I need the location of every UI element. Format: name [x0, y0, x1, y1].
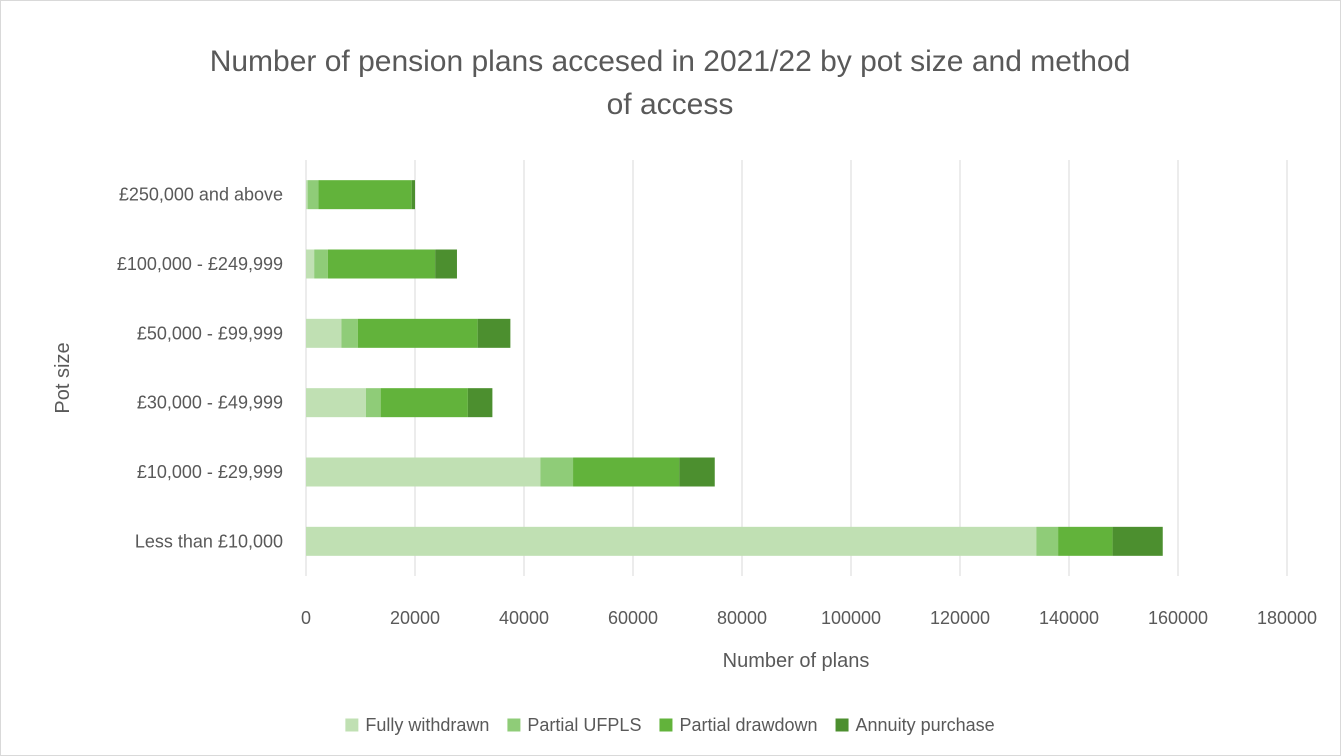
legend-swatch — [507, 719, 520, 732]
x-tick-label: 80000 — [717, 608, 767, 628]
bar-segment — [358, 319, 478, 348]
bar-segment — [1036, 527, 1058, 556]
legend-swatch — [836, 719, 849, 732]
bar-segment — [478, 319, 511, 348]
bar-segment — [306, 319, 341, 348]
x-tick-label: 20000 — [390, 608, 440, 628]
bar-segment — [314, 250, 328, 279]
category-label: £50,000 - £99,999 — [137, 323, 283, 343]
x-tick-label: 100000 — [821, 608, 881, 628]
x-tick-label: 60000 — [608, 608, 658, 628]
x-tick-label: 160000 — [1148, 608, 1208, 628]
legend-label: Annuity purchase — [856, 715, 995, 735]
x-axis-title: Number of plans — [723, 650, 870, 672]
bar-segment — [679, 458, 714, 487]
category-label: £100,000 - £249,999 — [117, 254, 283, 274]
bar-segment — [306, 388, 366, 417]
bar-segment — [540, 458, 573, 487]
legend-label: Fully withdrawn — [365, 715, 489, 735]
bar-segment — [1113, 527, 1163, 556]
bar-segment — [306, 458, 540, 487]
legend-swatch — [345, 719, 358, 732]
category-label: Less than £10,000 — [135, 531, 283, 551]
bar-segment — [468, 388, 493, 417]
legend-label: Partial UFPLS — [527, 715, 641, 735]
bar-segment — [306, 527, 1036, 556]
legend-label: Partial drawdown — [679, 715, 817, 735]
bar-segment — [319, 180, 412, 209]
bar-segment — [366, 388, 381, 417]
bar-segment — [306, 250, 314, 279]
bar-segment — [306, 180, 308, 209]
x-tick-label: 0 — [301, 608, 311, 628]
category-label: £30,000 - £49,999 — [137, 393, 283, 413]
x-tick-label: 120000 — [930, 608, 990, 628]
legend-swatch — [659, 719, 672, 732]
chart-title-line-1: Number of pension plans accesed in 2021/… — [210, 45, 1131, 78]
x-tick-label: 140000 — [1039, 608, 1099, 628]
x-tick-label: 180000 — [1257, 608, 1317, 628]
category-label: £250,000 and above — [119, 185, 283, 205]
chart-title-line-2: of access — [607, 88, 734, 121]
x-tick-label: 40000 — [499, 608, 549, 628]
bar-segment — [381, 388, 468, 417]
bar-segment — [341, 319, 357, 348]
bar-segment — [1058, 527, 1113, 556]
bar-segment — [573, 458, 679, 487]
bar-segment — [308, 180, 319, 209]
bar-segment — [435, 250, 457, 279]
y-axis-title: Pot size — [52, 342, 74, 413]
bar-segment — [328, 250, 435, 279]
category-label: £10,000 - £29,999 — [137, 462, 283, 482]
bar-segment — [412, 180, 415, 209]
